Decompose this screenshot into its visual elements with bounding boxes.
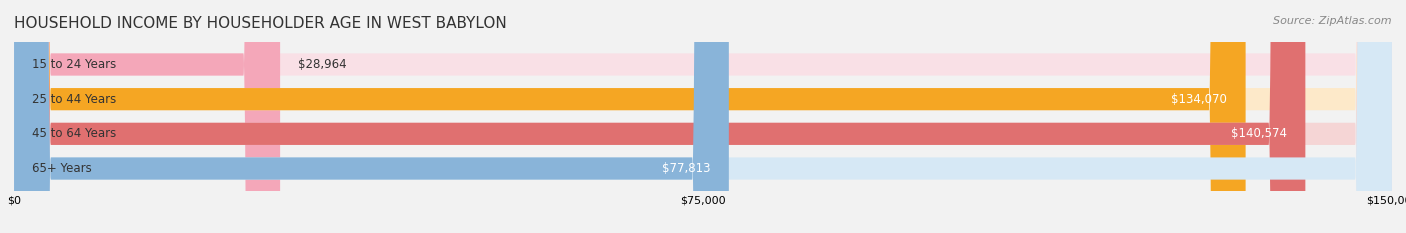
Text: $28,964: $28,964 (298, 58, 347, 71)
FancyBboxPatch shape (14, 0, 1392, 233)
FancyBboxPatch shape (14, 0, 1392, 233)
FancyBboxPatch shape (14, 0, 1392, 233)
Text: $140,574: $140,574 (1232, 127, 1286, 140)
FancyBboxPatch shape (14, 0, 728, 233)
Text: 65+ Years: 65+ Years (32, 162, 93, 175)
FancyBboxPatch shape (14, 0, 1392, 233)
Text: Source: ZipAtlas.com: Source: ZipAtlas.com (1274, 16, 1392, 26)
Text: 45 to 64 Years: 45 to 64 Years (32, 127, 117, 140)
FancyBboxPatch shape (14, 0, 1246, 233)
Text: $134,070: $134,070 (1171, 93, 1227, 106)
Text: 25 to 44 Years: 25 to 44 Years (32, 93, 117, 106)
Text: $77,813: $77,813 (662, 162, 710, 175)
FancyBboxPatch shape (14, 0, 1305, 233)
FancyBboxPatch shape (14, 0, 280, 233)
Text: HOUSEHOLD INCOME BY HOUSEHOLDER AGE IN WEST BABYLON: HOUSEHOLD INCOME BY HOUSEHOLDER AGE IN W… (14, 16, 506, 31)
Text: 15 to 24 Years: 15 to 24 Years (32, 58, 117, 71)
